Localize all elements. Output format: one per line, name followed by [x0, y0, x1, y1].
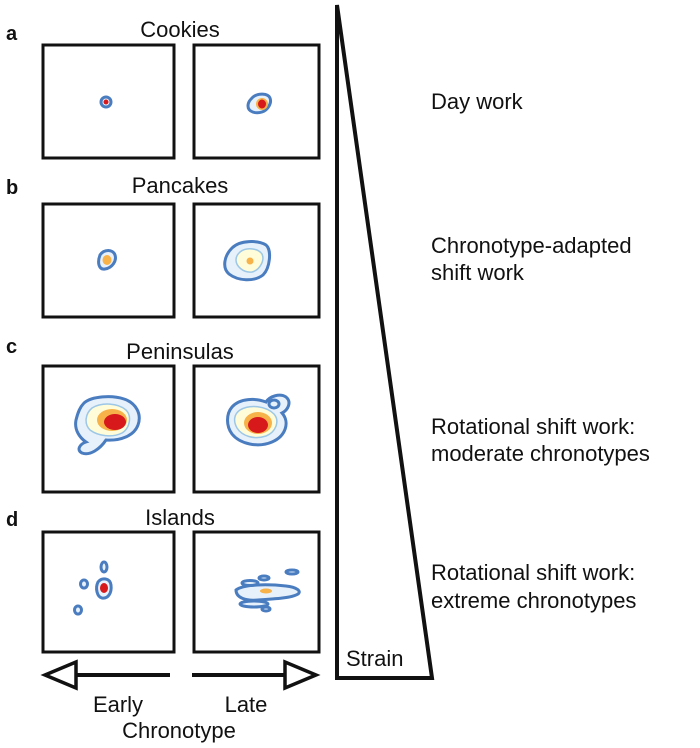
density-blob: [234, 568, 301, 613]
density-blob: [246, 92, 272, 115]
density-blob: [74, 395, 141, 456]
panel-letter-b: b: [6, 177, 18, 199]
density-blob: [97, 249, 117, 271]
description-c-line2: moderate chronotypes: [431, 441, 650, 466]
row-a: a Cookies: [6, 17, 321, 160]
row-title-cookies: Cookies: [140, 17, 219, 42]
plot-box-late-pancakes: [192, 202, 321, 319]
density-blob: [73, 560, 113, 616]
row-c: c Peninsulas: [6, 336, 321, 494]
row-d: d Islands: [6, 505, 321, 654]
description-a: Day work: [431, 89, 524, 114]
row-title-peninsulas: Peninsulas: [126, 339, 234, 364]
axis-label-early: Early: [93, 692, 143, 717]
plot-box-late-peninsulas: [192, 364, 321, 494]
chronotype-axis: Early Late Chronotype: [40, 659, 321, 743]
density-blob: [99, 95, 113, 109]
strain-triangle: [335, 4, 435, 680]
description-c-line1: Rotational shift work:: [431, 414, 635, 439]
row-title-pancakes: Pancakes: [132, 173, 229, 198]
row-title-islands: Islands: [145, 505, 215, 530]
descriptions: Day work Chronotype-adapted shift work R…: [431, 89, 650, 613]
strain-label: Strain: [346, 646, 403, 671]
description-b-line2: shift work: [431, 260, 525, 285]
panel-letter-d: d: [6, 509, 18, 531]
panel-letter-a: a: [6, 23, 18, 45]
early-arrow-icon: [40, 659, 170, 691]
description-b-line1: Chronotype-adapted: [431, 233, 632, 258]
axis-label-late: Late: [225, 692, 268, 717]
description-d-line2: extreme chronotypes: [431, 588, 636, 613]
strain-wedge: Strain: [335, 4, 435, 680]
description-d-line1: Rotational shift work:: [431, 560, 635, 585]
panel-letter-c: c: [6, 336, 17, 358]
density-blob: [223, 240, 272, 282]
row-b: b Pancakes: [6, 173, 321, 319]
late-arrow-icon: [192, 659, 321, 691]
axis-title-chronotype: Chronotype: [122, 718, 236, 743]
density-blob: [226, 393, 291, 447]
